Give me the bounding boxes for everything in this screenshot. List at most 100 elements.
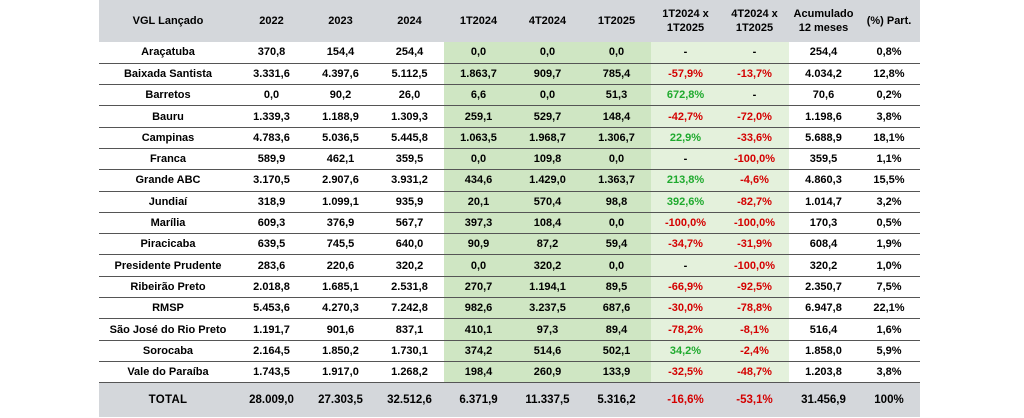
table-cell: 4.860,3 [789,169,858,192]
table-cell: 154,4 [306,42,375,64]
table-cell: 3,2% [858,191,920,213]
table-cell: 1,9% [858,233,920,256]
total-cell: 5.316,2 [582,382,651,417]
table-cell: 1.306,7 [582,127,651,149]
table-cell: 4.783,6 [237,127,306,149]
table-row: Jundiaí 318,9 1.099,1 935,9 20,1 570,4 98,8 392… [99,191,920,213]
table-body: Araçatuba 370,8 154,4 254,4 0,0 0,0 0,0- -254,4… [99,42,920,384]
column-header-text: Acumulado [793,8,854,20]
column-header-text: 4T2024 [528,15,567,27]
table-cell: 283,6 [237,254,306,277]
table-cell: -100,0% [651,212,720,235]
table-cell: 516,4 [789,318,858,341]
table-cell: 434,6 [444,169,513,192]
total-row: TOTAL 28.009,0 27.303,5 32.512,6 6.371,9 11.3… [99,382,920,417]
table-cell: 108,4 [513,212,582,235]
table-cell: 909,7 [513,63,582,86]
column-header: 1T2024 [444,0,513,42]
table-cell: 1.063,5 [444,127,513,149]
vgl-table-container: VGL Lançado 2022 2023 2024 1T2024 4T2024 1T202… [99,0,920,417]
table-cell: 5.036,5 [306,127,375,149]
column-header: 1T2025 [582,0,651,42]
column-header-text: 2024 [397,15,422,27]
table-row: Piracicaba 639,5 745,5 640,0 90,9 87,2 59,4 -34… [99,233,920,256]
total-cell: 6.371,9 [444,382,513,417]
table-cell: 462,1 [306,148,375,171]
table-cell: 4.270,3 [306,297,375,320]
table-cell: 3.237,5 [513,297,582,320]
table-cell: 1,1% [858,148,920,171]
table-cell: 0,0 [444,254,513,277]
table-cell: 514,6 [513,340,582,362]
region-name: Presidente Prudente [99,254,237,277]
table-cell: 0,0 [237,84,306,107]
table-cell: 502,1 [582,340,651,362]
region-name: Vale do Paraíba [99,361,237,384]
table-cell: 1.339,3 [237,105,306,128]
column-header-text: VGL Lançado [132,15,204,27]
table-cell: 18,1% [858,127,920,149]
table-cell: 609,3 [237,212,306,235]
table-row: Sorocaba 2.164,5 1.850,2 1.730,1 374,2 514,6 5… [99,340,920,362]
column-header-text: 2022 [259,15,284,27]
table-cell: 672,8% [651,84,720,107]
total-cell: -16,6% [651,382,720,417]
table-cell: 220,6 [306,254,375,277]
table-cell: -13,7% [720,63,789,86]
column-header: 2023 [306,0,375,42]
table-cell: 7,5% [858,276,920,299]
table-cell: -92,5% [720,276,789,299]
table-cell: -57,9% [651,63,720,86]
table-cell: 89,4 [582,318,651,341]
table-cell: 87,2 [513,233,582,256]
table-cell: -31,9% [720,233,789,256]
region-name: Bauru [99,105,237,128]
total-cell: 31.456,9 [789,382,858,417]
table-row: Franca 589,9 462,1 359,5 0,0 109,8 0,0- -100,0%… [99,148,920,171]
table-cell: 97,3 [513,318,582,341]
table-cell: 109,8 [513,148,582,171]
table-cell: 3.931,2 [375,169,444,192]
column-header-text: 1T2024 x [662,8,709,20]
table-cell: 133,9 [582,361,651,384]
table-cell: 397,3 [444,212,513,235]
table-cell: 198,4 [444,361,513,384]
table-cell: 0,5% [858,212,920,235]
table-cell: 1.685,1 [306,276,375,299]
table-cell: 1.858,0 [789,340,858,362]
region-name: Grande ABC [99,169,237,192]
table-cell: -30,0% [651,297,720,320]
column-header: 1T2024 x 1T2025 [651,0,720,42]
table-cell: 1.191,7 [237,318,306,341]
region-name: RMSP [99,297,237,320]
column-header: Acumulado 12 meses [789,0,858,42]
table-cell: 89,5 [582,276,651,299]
table-cell: 0,8% [858,42,920,64]
table-cell: 20,1 [444,191,513,213]
table-cell: 1,6% [858,318,920,341]
table-cell: 5.112,5 [375,63,444,86]
table-cell: 570,4 [513,191,582,213]
table-cell: - [651,42,720,64]
column-header: (%) Part. [858,0,920,42]
table-cell: 259,1 [444,105,513,128]
table-header: VGL Lançado 2022 2023 2024 1T2024 4T2024 1T202… [99,0,920,42]
table-cell: 1.198,6 [789,105,858,128]
table-cell: -82,7% [720,191,789,213]
table-cell: 98,8 [582,191,651,213]
table-row: Ribeirão Preto 2.018,8 1.685,1 2.531,8 270,7… [99,276,920,299]
table-cell: 640,0 [375,233,444,256]
table-row: São José do Rio Preto 1.191,7 901,6 837,1 41… [99,318,920,341]
column-header-text: 12 meses [798,22,849,34]
column-header-text: 1T2025 [735,22,774,34]
total-cell: 28.009,0 [237,382,306,417]
table-cell: 1.730,1 [375,340,444,362]
table-row: Bauru 1.339,3 1.188,9 1.309,3 259,1 529,7 148,… [99,105,920,128]
table-row: Barretos 0,0 90,2 26,0 6,6 0,0 51,3 672,8% -70,6… [99,84,920,107]
table-cell: 3,8% [858,105,920,128]
total-cell: 100% [858,382,920,417]
total-cell: -53,1% [720,382,789,417]
table-cell: 1.363,7 [582,169,651,192]
table-cell: 785,4 [582,63,651,86]
column-header: 2024 [375,0,444,42]
